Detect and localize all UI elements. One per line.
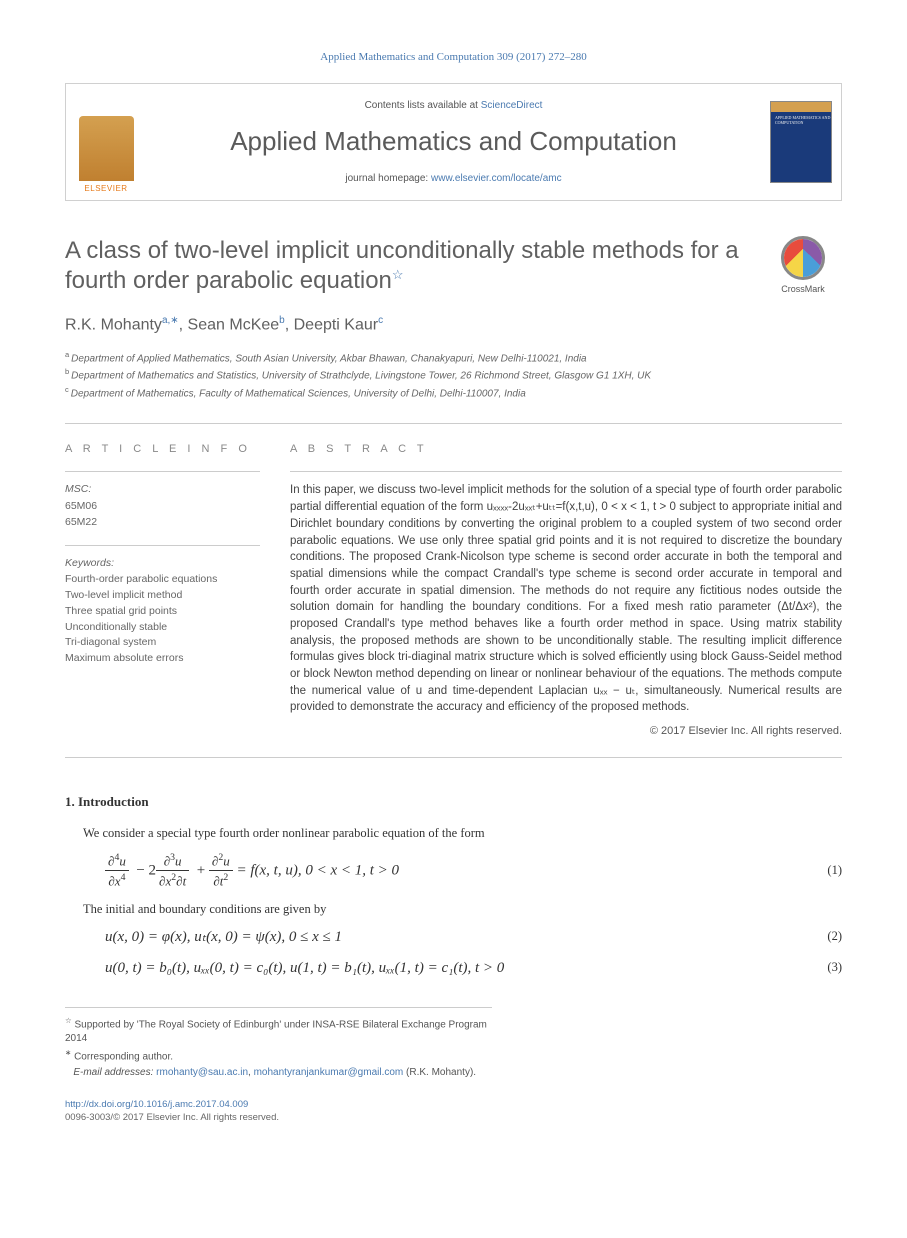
publisher-logo-block: ELSEVIER: [66, 84, 146, 200]
abstract-copyright: © 2017 Elsevier Inc. All rights reserved…: [290, 724, 842, 739]
keywords-label: Keywords:: [65, 556, 260, 571]
article-info-col: A R T I C L E I N F O MSC: 65M06 65M22 K…: [65, 442, 260, 739]
equation-3: u(0, t) = b₀(t), uₓₓ(0, t) = c₀(t), u(1,…: [65, 958, 842, 979]
affiliation-a: aDepartment of Applied Mathematics, Sout…: [65, 349, 842, 366]
sciencedirect-link[interactable]: ScienceDirect: [481, 100, 543, 111]
equation-2-num: (2): [802, 928, 842, 946]
keyword-0: Fourth-order parabolic equations: [65, 572, 260, 588]
crossmark-badge[interactable]: CrossMark: [764, 236, 842, 296]
keyword-2: Three spatial grid points: [65, 604, 260, 620]
equation-2: u(x, 0) = φ(x), uₜ(x, 0) = ψ(x), 0 ≤ x ≤…: [65, 927, 842, 948]
email-tail: (R.K. Mohanty).: [403, 1067, 476, 1078]
article-title: A class of two-level implicit unconditio…: [65, 236, 744, 296]
author-1-sup: a,∗: [162, 315, 179, 326]
equation-2-content: u(x, 0) = φ(x), uₜ(x, 0) = ψ(x), 0 ≤ x ≤…: [65, 927, 802, 948]
footnote-email: E-mail addresses: rmohanty@sau.ac.in, mo…: [65, 1066, 492, 1080]
msc-label: MSC:: [65, 482, 260, 497]
title-text: A class of two-level implicit unconditio…: [65, 237, 739, 294]
section-1: 1. Introduction We consider a special ty…: [65, 793, 842, 978]
msc-item-0: 65M06: [65, 499, 260, 515]
affiliation-c-text: Department of Mathematics, Faculty of Ma…: [71, 388, 526, 399]
keyword-1: Two-level implicit method: [65, 588, 260, 604]
journal-banner: ELSEVIER Contents lists available at Sci…: [65, 83, 842, 201]
eq1-tail: = f(x, t, u), 0 < x < 1, t > 0: [236, 862, 399, 878]
banner-center: Contents lists available at ScienceDirec…: [146, 84, 761, 200]
keyword-3: Unconditionally stable: [65, 620, 260, 636]
cover-text: APPLIED MATHEMATICS AND COMPUTATION: [775, 116, 831, 126]
email-link-2[interactable]: mohantyranjankumar@gmail.com: [254, 1067, 404, 1078]
author-list: R.K. Mohantya,∗, Sean McKeeb, Deepti Kau…: [65, 314, 842, 337]
journal-cover-icon: APPLIED MATHEMATICS AND COMPUTATION: [770, 101, 832, 183]
affiliation-c: cDepartment of Mathematics, Faculty of M…: [65, 384, 842, 401]
affiliations: aDepartment of Applied Mathematics, Sout…: [65, 349, 842, 401]
homepage-link[interactable]: www.elsevier.com/locate/amc: [431, 173, 562, 184]
equation-3-num: (3): [802, 959, 842, 977]
abstract-heading: A B S T R A C T: [290, 442, 842, 457]
footnote-corr-text: Corresponding author.: [74, 1051, 173, 1062]
msc-item-1: 65M22: [65, 515, 260, 531]
msc-block: MSC: 65M06 65M22: [65, 471, 260, 530]
crossmark-icon: [781, 236, 825, 280]
section-1-title: 1. Introduction: [65, 793, 842, 811]
publisher-label: ELSEVIER: [84, 183, 127, 194]
rights-line: 0096-3003/© 2017 Elsevier Inc. All right…: [65, 1112, 279, 1123]
equation-3-content: u(0, t) = b₀(t), uₓₓ(0, t) = c₀(t), u(1,…: [65, 958, 802, 979]
footnotes: ☆ Supported by 'The Royal Society of Edi…: [65, 1007, 492, 1081]
affiliation-b-text: Department of Mathematics and Statistics…: [71, 371, 651, 382]
footnote-support: ☆ Supported by 'The Royal Society of Edi…: [65, 1016, 492, 1046]
equation-1: ∂4u∂x4 − 2∂3u∂x2∂t + ∂2u∂t2 = f(x, t, u)…: [65, 851, 842, 891]
equation-1-num: (1): [802, 862, 842, 880]
header-citation: Applied Mathematics and Computation 309 …: [65, 50, 842, 65]
equation-1-content: ∂4u∂x4 − 2∂3u∂x2∂t + ∂2u∂t2 = f(x, t, u)…: [65, 851, 802, 891]
affiliation-b: bDepartment of Mathematics and Statistic…: [65, 366, 842, 383]
abstract-text: In this paper, we discuss two-level impl…: [290, 471, 842, 715]
divider-bottom: [65, 757, 842, 758]
doi-link[interactable]: http://dx.doi.org/10.1016/j.amc.2017.04.…: [65, 1099, 248, 1110]
cover-thumb-block: APPLIED MATHEMATICS AND COMPUTATION: [761, 84, 841, 200]
email-link-1[interactable]: rmohanty@sau.ac.in: [156, 1067, 248, 1078]
author-3-sup: c: [378, 315, 383, 326]
divider-top: [65, 423, 842, 424]
title-note-marker: ☆: [392, 267, 404, 282]
abstract-col: A B S T R A C T In this paper, we discus…: [290, 442, 842, 739]
elsevier-tree-icon: [79, 116, 134, 181]
keyword-5: Maximum absolute errors: [65, 651, 260, 667]
homepage-prefix: journal homepage:: [345, 173, 431, 184]
body-p2: The initial and boundary conditions are …: [65, 901, 842, 919]
footnote-corr: ∗ Corresponding author.: [65, 1048, 492, 1064]
crossmark-label: CrossMark: [764, 283, 842, 296]
email-label: E-mail addresses:: [73, 1067, 156, 1078]
keyword-4: Tri-diagonal system: [65, 635, 260, 651]
keywords-block: Keywords: Fourth-order parabolic equatio…: [65, 545, 260, 667]
contents-prefix: Contents lists available at: [365, 100, 481, 111]
footer-block: http://dx.doi.org/10.1016/j.amc.2017.04.…: [65, 1098, 842, 1125]
author-1: R.K. Mohanty: [65, 317, 162, 334]
title-row: A class of two-level implicit unconditio…: [65, 236, 842, 296]
journal-title: Applied Mathematics and Computation: [230, 123, 677, 159]
info-abstract-row: A R T I C L E I N F O MSC: 65M06 65M22 K…: [65, 442, 842, 739]
contents-line: Contents lists available at ScienceDirec…: [365, 99, 543, 113]
author-sep-1: , Sean McKee: [179, 317, 280, 334]
footnote-support-text: Supported by 'The Royal Society of Edinb…: [65, 1019, 487, 1044]
homepage-line: journal homepage: www.elsevier.com/locat…: [345, 172, 561, 186]
article-info-heading: A R T I C L E I N F O: [65, 442, 260, 457]
author-sep-2: , Deepti Kaur: [285, 317, 378, 334]
body-p1: We consider a special type fourth order …: [65, 825, 842, 843]
affiliation-a-text: Department of Applied Mathematics, South…: [71, 353, 586, 364]
